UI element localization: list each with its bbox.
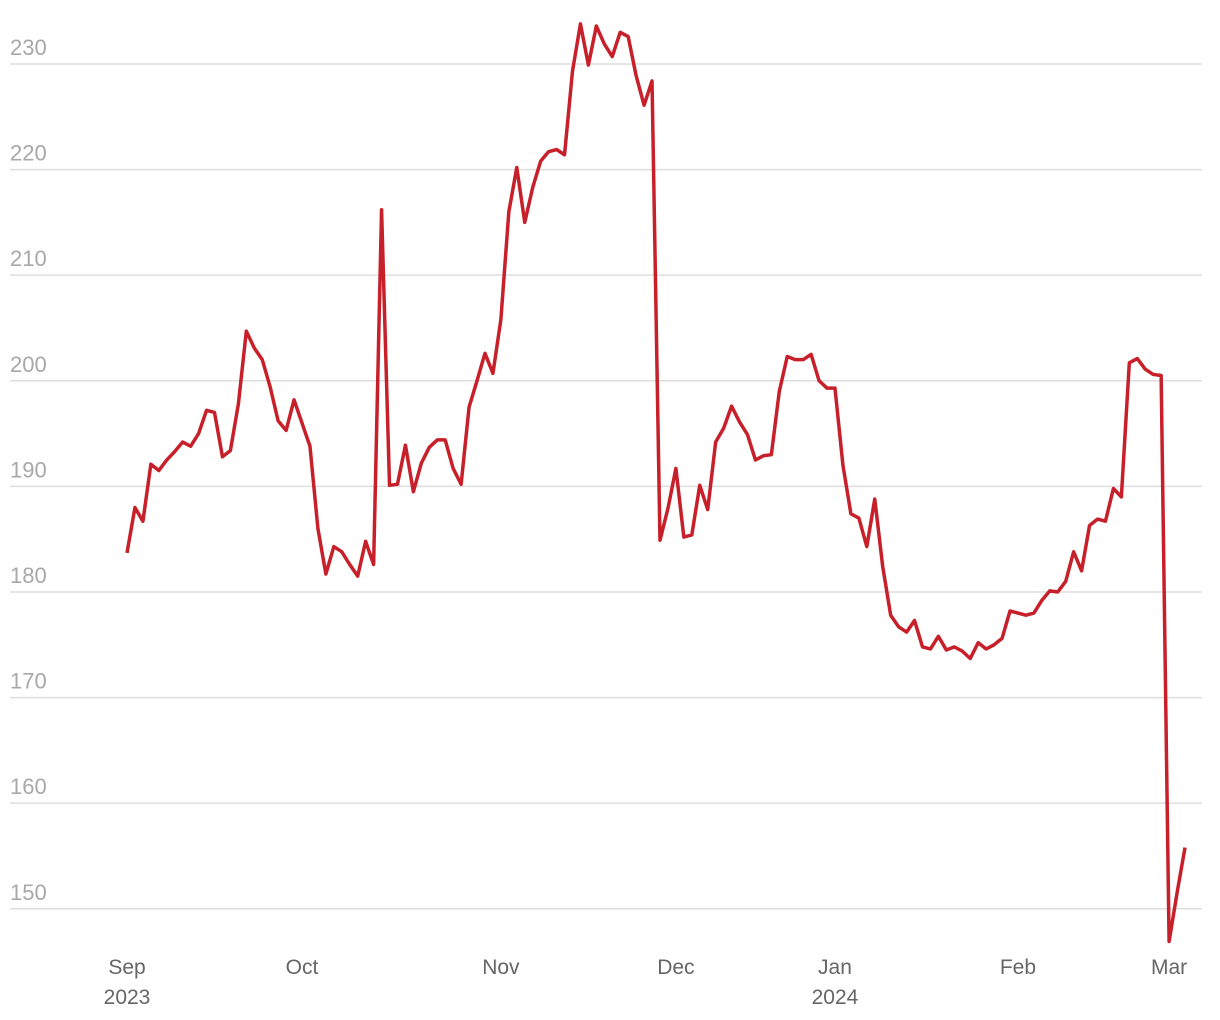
x-tick-label: Feb bbox=[1000, 956, 1036, 979]
y-tick-label: 210 bbox=[10, 246, 47, 271]
y-tick-label: 190 bbox=[10, 457, 47, 482]
x-tick-year: 2024 bbox=[812, 986, 859, 1009]
x-tick-label: Oct bbox=[286, 956, 319, 979]
x-tick-label: Mar bbox=[1151, 956, 1187, 979]
y-tick-label: 150 bbox=[10, 880, 47, 905]
line bbox=[125, 22, 1187, 944]
y-tick-label: 180 bbox=[10, 563, 47, 588]
y-tick-label: 230 bbox=[10, 35, 47, 60]
x-tick-label: Jan bbox=[818, 956, 852, 979]
x-tick-label: Nov bbox=[482, 956, 520, 979]
x-tick-year: 2023 bbox=[104, 986, 151, 1009]
y-tick-label: 200 bbox=[10, 352, 47, 377]
y-tick-label: 160 bbox=[10, 774, 47, 799]
x-tick-label: Dec bbox=[657, 956, 694, 979]
y-tick-label: 170 bbox=[10, 669, 47, 694]
x-tick-label: Sep bbox=[108, 956, 145, 979]
y-tick-label: 220 bbox=[10, 141, 47, 166]
